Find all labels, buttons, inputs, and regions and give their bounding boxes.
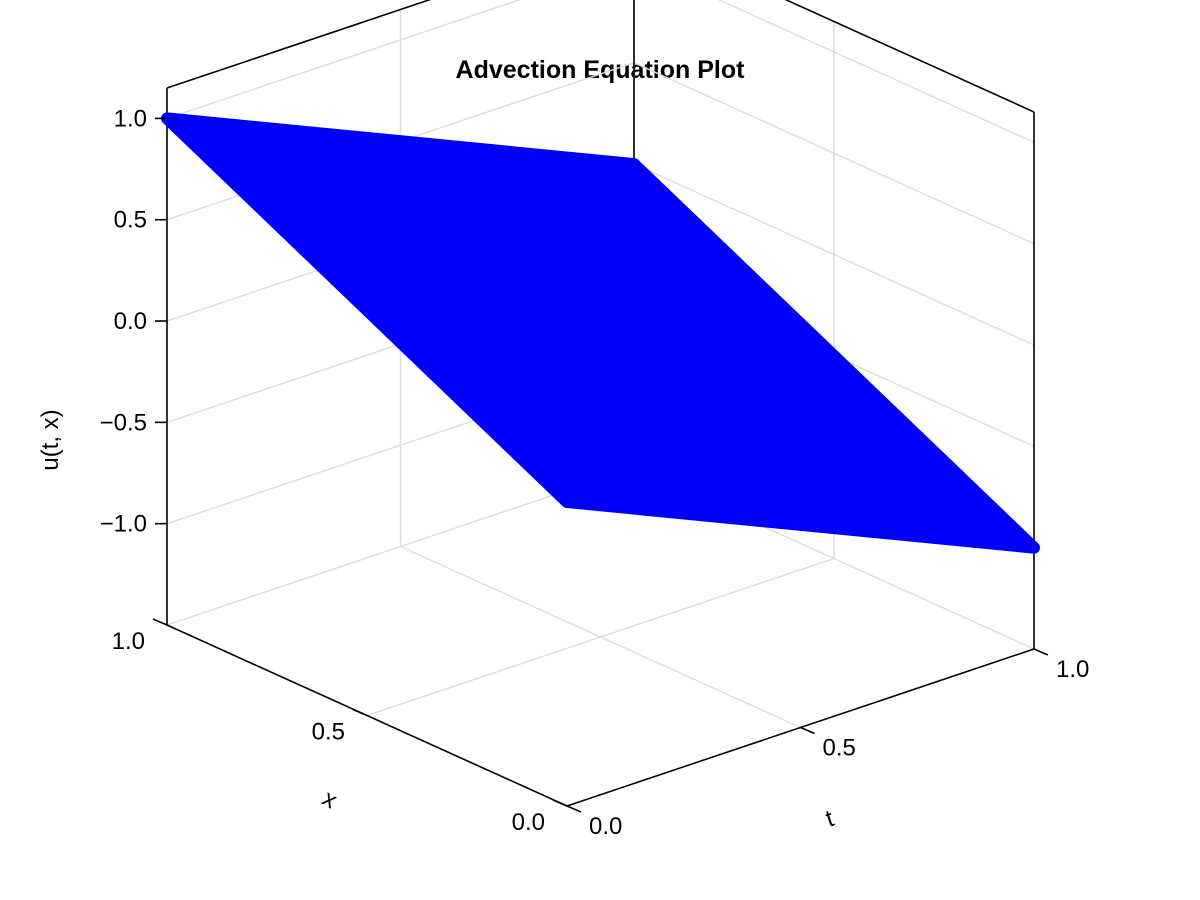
- grid-line-u: [717, 0, 1035, 144]
- grid-line-u: [633, 62, 1035, 245]
- z-axis-label: u(t, x): [37, 409, 64, 470]
- x-axis-label: x: [318, 785, 342, 814]
- surface-layer: [161, 112, 1040, 554]
- x-tick-mark: [352, 708, 368, 717]
- z-tick-label: 1.0: [114, 105, 147, 132]
- x-tick-mark: [152, 618, 168, 626]
- t-tick-mark: [800, 726, 815, 735]
- frame-edge: [166, 0, 432, 89]
- t-axis-label: t: [822, 805, 837, 833]
- t-tick-label: 0.0: [589, 813, 622, 840]
- x-tick-label: 0.5: [312, 719, 345, 746]
- z-tick-label: −0.5: [100, 409, 147, 436]
- x-tick-label: 1.0: [112, 628, 145, 655]
- x-tick-mark: [552, 799, 568, 807]
- surface-sheet: [161, 112, 1040, 554]
- chart-title: Advection Equation Plot: [456, 56, 746, 84]
- grid-line-u: [633, 163, 1035, 346]
- z-tick-label: 0.0: [114, 308, 147, 335]
- grid-line-u: [166, 0, 522, 120]
- t-tick-mark: [566, 805, 582, 813]
- z-tick-label: −1.0: [100, 511, 147, 538]
- tick-layer: 1.0 0.5 0.0 −0.5 −1.0 0.0 0.5 1.0 0.0 0.5 1.0: [100, 105, 1090, 840]
- grid-line-x: [366, 557, 835, 717]
- frame-edge: [784, 0, 1035, 113]
- t-tick-mark: [1033, 648, 1049, 656]
- z-tick-label: 0.5: [114, 207, 147, 234]
- t-tick-label: 1.0: [1056, 656, 1089, 683]
- t-tick-label: 0.5: [823, 735, 856, 762]
- x-tick-label: 0.0: [512, 809, 545, 836]
